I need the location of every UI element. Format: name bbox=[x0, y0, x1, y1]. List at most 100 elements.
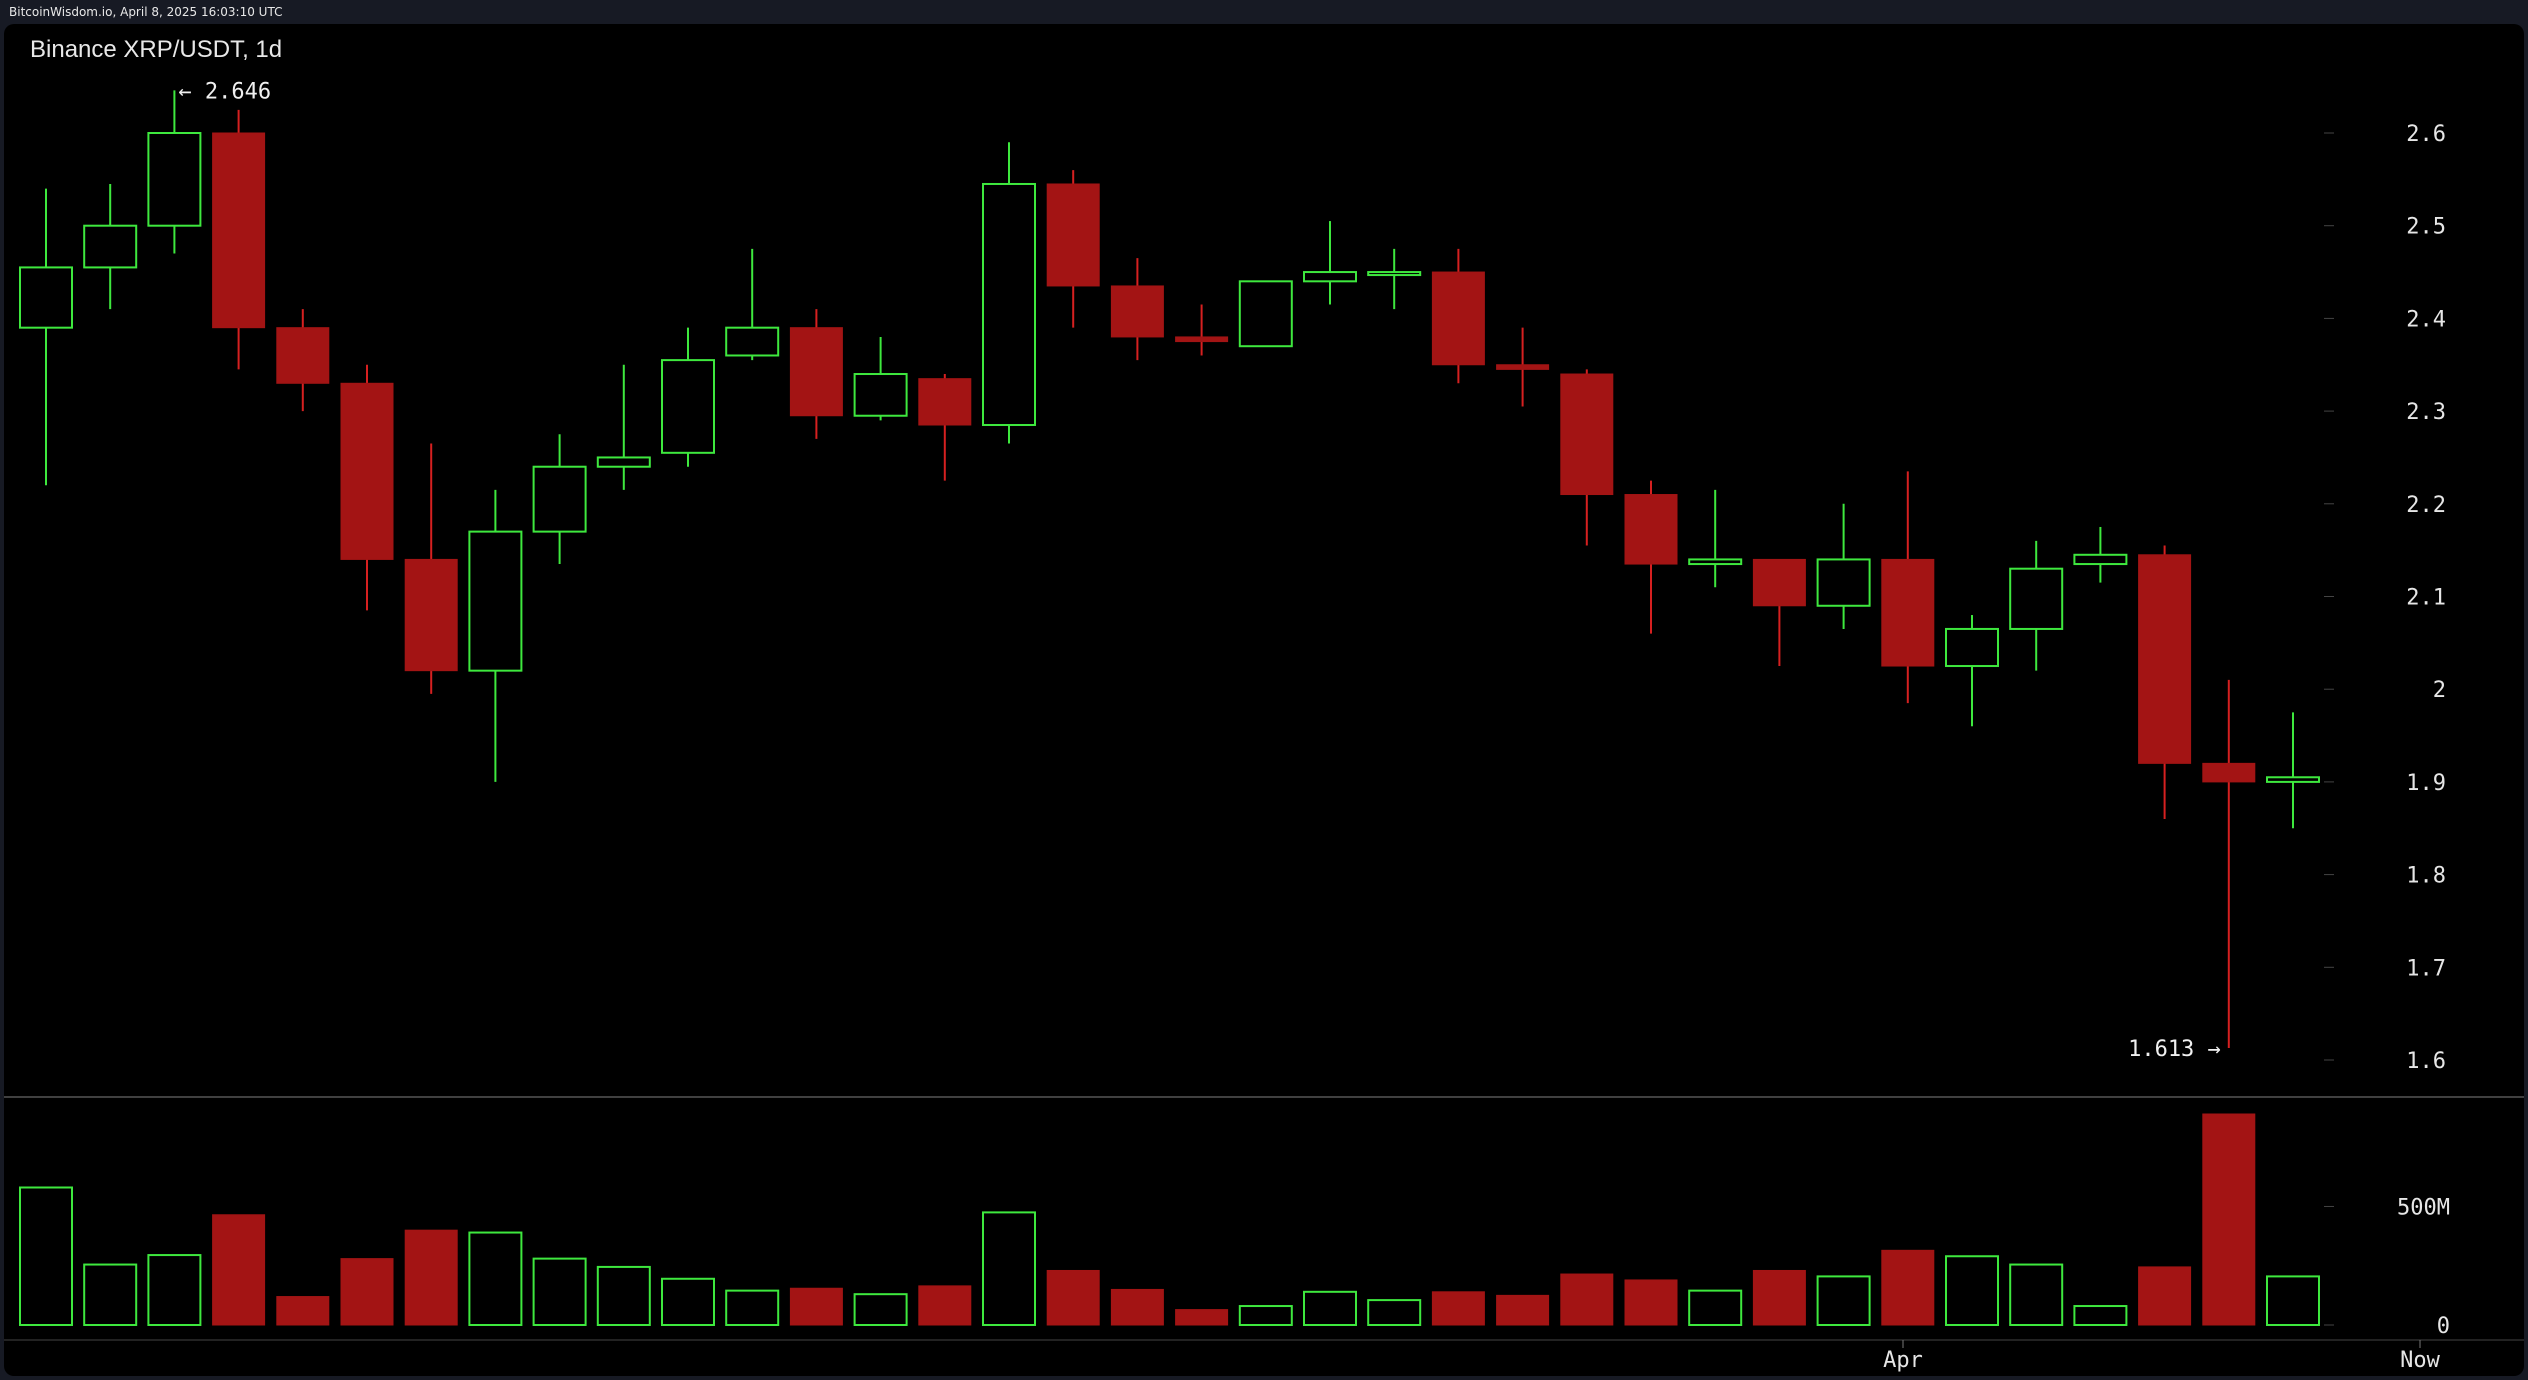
volume-tick-label: 500M bbox=[2397, 1195, 2450, 1220]
price-tick-label: 1.9 bbox=[2406, 771, 2446, 796]
annotations: ← 2.646 1.613 → bbox=[178, 79, 2220, 1062]
volume-bar bbox=[1496, 1294, 1550, 1326]
price-tick-label: 1.7 bbox=[2406, 956, 2446, 981]
candle-body bbox=[2202, 762, 2256, 783]
candle-body bbox=[404, 558, 458, 672]
chart-title: Binance XRP/USDT, 1d bbox=[30, 36, 283, 63]
volume-bar bbox=[1752, 1269, 1806, 1326]
candle-body bbox=[1945, 627, 1999, 668]
price-tick-label: 1.6 bbox=[2406, 1049, 2446, 1074]
price-tick-label: 2.3 bbox=[2406, 400, 2446, 425]
candle bbox=[789, 309, 843, 439]
price-tick-label: 2.6 bbox=[2406, 122, 2446, 147]
candle-body bbox=[661, 359, 715, 454]
candle-body bbox=[1496, 364, 1550, 370]
time-label-now: Now bbox=[2400, 1348, 2440, 1373]
candles bbox=[19, 90, 2320, 1048]
candle bbox=[1560, 369, 1614, 546]
candle bbox=[2266, 712, 2320, 829]
volume-tick-label: 0 bbox=[2437, 1314, 2450, 1339]
candle bbox=[1046, 170, 1100, 328]
candle-body bbox=[147, 132, 202, 227]
price-tick-label: 2.4 bbox=[2406, 307, 2446, 332]
volume-bar bbox=[1431, 1291, 1485, 1326]
time-label-apr: Apr bbox=[1883, 1348, 1923, 1373]
candle bbox=[725, 248, 780, 361]
volume-bar bbox=[147, 1254, 202, 1326]
candle-body bbox=[725, 326, 780, 357]
candle bbox=[276, 309, 330, 412]
candle bbox=[1431, 248, 1485, 384]
candle bbox=[2009, 540, 2064, 671]
candle-body bbox=[2009, 567, 2064, 630]
candle-body bbox=[1046, 183, 1100, 287]
volume-bar bbox=[1046, 1269, 1100, 1326]
candle-body bbox=[83, 224, 138, 269]
candle-body bbox=[2266, 776, 2320, 783]
volume-bar bbox=[2138, 1266, 2192, 1326]
volume-bar bbox=[1110, 1288, 1164, 1326]
volume-bar bbox=[1367, 1299, 1422, 1326]
candle bbox=[1881, 471, 1935, 704]
candle-body bbox=[532, 465, 587, 533]
candle bbox=[853, 336, 908, 421]
candle bbox=[2073, 526, 2128, 583]
volume-bar bbox=[1303, 1290, 1357, 1326]
volume-bar bbox=[725, 1289, 780, 1326]
volume-bar bbox=[982, 1211, 1036, 1327]
volume-bar bbox=[1624, 1279, 1678, 1326]
candle bbox=[1945, 615, 1999, 727]
candle bbox=[596, 364, 651, 490]
candle bbox=[1175, 304, 1229, 356]
candle-body bbox=[1431, 271, 1485, 366]
candle-body bbox=[19, 266, 73, 329]
candle-body bbox=[1303, 271, 1357, 283]
candle-body bbox=[1688, 558, 1743, 566]
candle-body bbox=[2138, 554, 2192, 764]
volume-bar bbox=[2202, 1113, 2256, 1326]
candle bbox=[2202, 679, 2256, 1048]
candle bbox=[918, 374, 972, 481]
top-bar: BitcoinWisdom.io, April 8, 2025 16:03:10… bbox=[0, 0, 2528, 24]
candle bbox=[404, 443, 458, 694]
source-timestamp: BitcoinWisdom.io, April 8, 2025 16:03:10… bbox=[9, 5, 283, 19]
volume-bar bbox=[2009, 1263, 2064, 1326]
candle bbox=[532, 434, 587, 565]
candle bbox=[1303, 221, 1357, 305]
candle-body bbox=[1367, 271, 1422, 277]
candle bbox=[19, 188, 73, 486]
candle-body bbox=[340, 382, 394, 560]
candle-body bbox=[212, 132, 266, 329]
candle-body bbox=[918, 378, 972, 426]
candle bbox=[1496, 327, 1550, 407]
candle-body bbox=[853, 373, 908, 417]
candle bbox=[468, 489, 523, 782]
high-annotation: ← 2.646 bbox=[178, 79, 271, 104]
chart-frame: 2.6 2.5 2.4 2.3 2.2 2.1 2 1.9 1.8 1.7 1.6 500M 0 ← 2… bbox=[4, 24, 2524, 1376]
candle bbox=[1816, 503, 1871, 629]
volume-bar bbox=[2266, 1275, 2320, 1327]
volume-bar bbox=[19, 1186, 73, 1326]
candle bbox=[1752, 558, 1806, 667]
candle-body bbox=[1110, 285, 1164, 338]
volume-bar bbox=[1688, 1289, 1743, 1326]
volume-bar bbox=[468, 1231, 523, 1326]
volume-bar bbox=[918, 1285, 972, 1326]
candle bbox=[212, 109, 266, 370]
candle-body bbox=[2073, 553, 2128, 566]
candle bbox=[982, 142, 1036, 444]
price-tick-label: 2 bbox=[2433, 678, 2446, 703]
candle bbox=[1624, 480, 1678, 634]
candle-body bbox=[468, 530, 523, 672]
price-axis: 2.6 2.5 2.4 2.3 2.2 2.1 2 1.9 1.8 1.7 1.6 500M 0 bbox=[4, 122, 2524, 1339]
time-axis: Apr Now bbox=[4, 1339, 2524, 1373]
volume-bar bbox=[1238, 1305, 1293, 1326]
candle bbox=[1110, 258, 1164, 361]
candle-body bbox=[1881, 558, 1935, 667]
volume-bar bbox=[596, 1265, 651, 1327]
candle-body bbox=[596, 456, 651, 468]
candle-body bbox=[1624, 494, 1678, 565]
candle-body bbox=[982, 182, 1036, 427]
price-tick-label: 2.2 bbox=[2406, 493, 2446, 518]
low-annotation: 1.613 → bbox=[2128, 1037, 2221, 1062]
